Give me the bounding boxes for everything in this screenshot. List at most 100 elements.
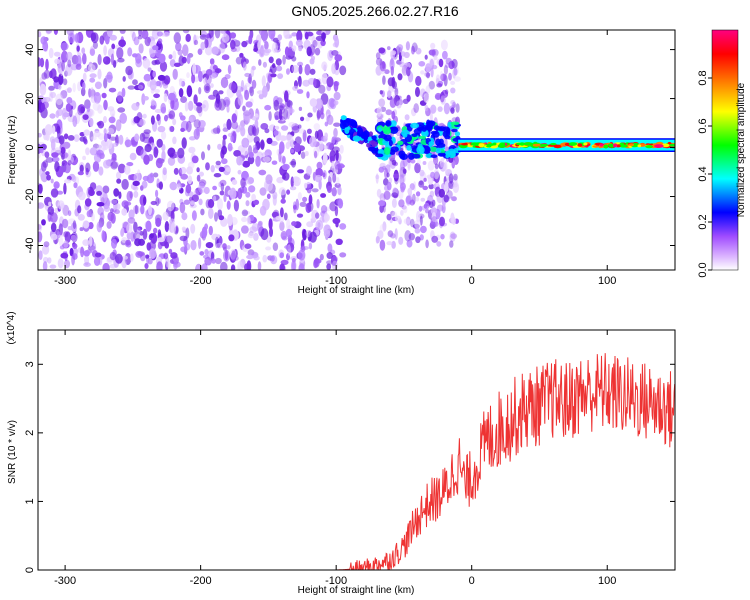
spectrogram-cell — [138, 30, 142, 37]
spectrogram-cell — [93, 92, 102, 104]
spectrogram-cell — [376, 188, 382, 198]
spectrogram-cell — [284, 90, 289, 103]
spectrogram-cell — [228, 234, 235, 242]
spectrogram-cell — [133, 190, 139, 198]
spectrogram-cell — [322, 172, 326, 178]
spectrogram-cell — [89, 235, 93, 247]
spectrogram-cell — [153, 146, 159, 158]
colorbar-frame — [711, 29, 739, 271]
spectrogram-cell — [260, 228, 269, 241]
spectrogram-cell — [164, 114, 168, 122]
spectrogram-cell — [99, 212, 105, 222]
spectrogram-cell — [41, 219, 46, 226]
spectrogram-cell — [198, 87, 202, 95]
spectrogram-cell — [38, 231, 43, 243]
spectrogram-cell — [326, 185, 332, 193]
spectrogram-cell — [313, 123, 320, 131]
spectrogram-cell — [117, 163, 126, 174]
spectrogram-cell — [73, 247, 78, 257]
spectrogram-cell — [314, 47, 321, 56]
spectrogram-cell — [299, 201, 307, 207]
spectrogram-cell — [45, 58, 49, 71]
spectrogram-cell — [109, 263, 117, 269]
spectrogram-cell — [279, 221, 285, 232]
spectrogram-cell — [313, 259, 318, 269]
spectrogram-cell — [438, 58, 444, 68]
spectrogram-cell — [172, 50, 177, 61]
spectrogram-cell — [387, 46, 391, 51]
spectrogram-cell — [443, 102, 450, 115]
spectrogram-cell — [115, 119, 122, 132]
spectrogram-cell — [200, 41, 206, 51]
spectrogram-cell — [149, 48, 156, 58]
spectrogram-cell — [394, 228, 398, 240]
spectrogram-cell — [84, 198, 92, 207]
spectrogram-cell — [211, 46, 219, 55]
spectrogram-cell — [47, 206, 55, 215]
spectrogram-cell — [253, 43, 259, 52]
spectrogram-cell — [437, 152, 446, 157]
spectrogram-cell — [119, 30, 126, 34]
spectrogram-cell — [314, 174, 323, 183]
spectrogram-cell — [315, 98, 323, 110]
spectrogram-cell — [178, 78, 183, 87]
spectrogram-cell — [54, 161, 60, 173]
spectrogram-cell — [38, 31, 42, 38]
spectrogram-cell — [230, 264, 236, 270]
spectrogram-cell — [152, 172, 159, 178]
spectrogram-cell — [82, 220, 90, 229]
spectrogram-cell — [136, 227, 141, 234]
spectrogram-y-ticks: -40 -20 0 20 40 — [24, 43, 675, 253]
spectrogram-cell — [72, 243, 78, 250]
spectrogram-cell — [428, 183, 435, 190]
spectrogram-cell — [229, 32, 237, 39]
spectrogram-cell — [155, 80, 161, 87]
spectrogram-cell — [263, 156, 271, 163]
spectrogram-cell — [61, 218, 69, 229]
spectrogram-cell — [285, 228, 293, 238]
figure-title: GN05.2025.266.02.27.R16 — [291, 3, 459, 19]
snr-plot-area — [38, 353, 675, 570]
spectrogram-cell — [451, 196, 457, 202]
spectrogram-cell — [368, 146, 376, 152]
spectrogram-cell — [302, 79, 311, 87]
spectrogram-cell — [45, 157, 54, 163]
spectrogram-cell — [300, 151, 306, 159]
spectrogram-cell — [440, 233, 445, 240]
spectrogram-cell — [255, 155, 261, 167]
spectrogram-cell — [279, 135, 287, 142]
spectrogram-cell — [242, 210, 251, 215]
spectrogram-cell — [212, 127, 221, 134]
spectrogram-cell — [218, 215, 225, 221]
spectrogram-cell — [139, 252, 146, 262]
x-tick-label: -100 — [325, 575, 347, 587]
spectrogram-cell — [157, 114, 162, 126]
spectrogram-cell — [151, 60, 158, 66]
spectrogram-cell — [178, 88, 184, 98]
spectrogram-cell — [223, 249, 230, 262]
spectrogram-cell — [205, 74, 212, 85]
spectrogram-cell — [286, 189, 291, 195]
spectrogram-cell — [105, 74, 113, 80]
spectrogram-cell — [263, 179, 272, 192]
spectrogram-cell — [240, 147, 249, 156]
spectrogram-cell — [244, 243, 252, 249]
spectrogram-cell — [71, 253, 75, 266]
spectrogram-cell — [327, 243, 333, 253]
spectrogram-cell — [421, 124, 428, 132]
spectrogram-cell — [278, 105, 284, 111]
spectrogram-cell — [82, 72, 87, 82]
spectrogram-cell — [443, 194, 449, 203]
x-tick-label: 0 — [469, 575, 475, 587]
spectrogram-cell — [126, 190, 133, 202]
colorbar-tick-label: 0.4 — [697, 166, 709, 181]
spectrogram-cell — [237, 260, 243, 270]
spectrogram-cell — [193, 119, 201, 129]
spectrogram-cell — [411, 45, 415, 55]
spectrogram-cell — [603, 144, 609, 149]
spectrogram-cell — [413, 128, 422, 135]
spectrogram-cell — [97, 68, 102, 80]
spectrogram-cell — [58, 236, 64, 247]
spectrogram-cell — [444, 89, 449, 95]
spectrogram-cell — [403, 218, 411, 225]
